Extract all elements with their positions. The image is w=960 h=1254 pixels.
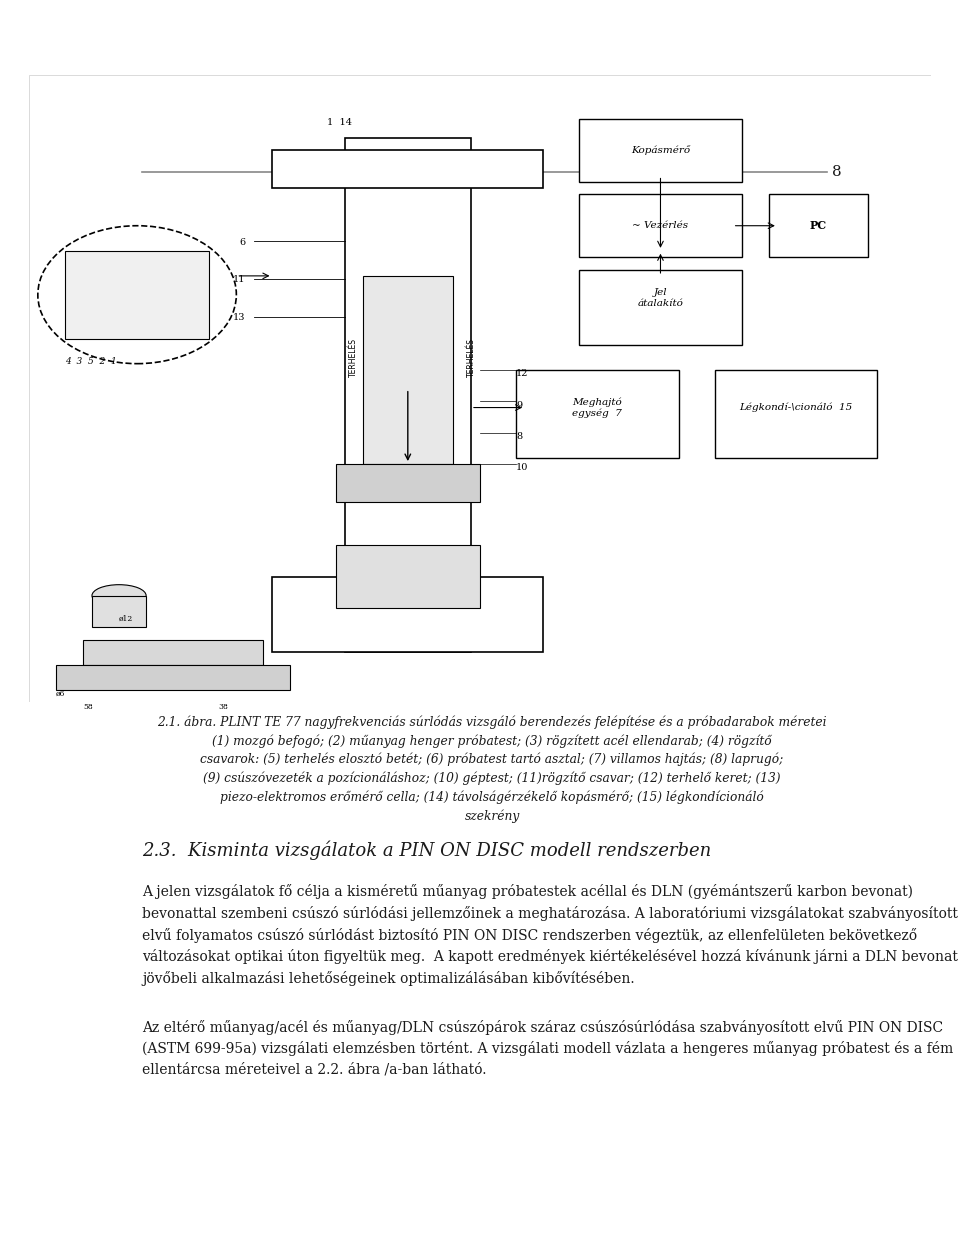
Bar	[83, 640, 263, 665]
Text: 2.1. ábra. PLINT TE 77 nagyfrekvenciás súrlódás vizsgáló berendezés felépítése é: 2.1. ábra. PLINT TE 77 nagyfrekvenciás s…	[157, 715, 827, 823]
Text: 2.3.  Kisminta vizsgálatok a PIN ON DISC modell rendszerben: 2.3. Kisminta vizsgálatok a PIN ON DISC …	[142, 841, 711, 860]
Text: ø6: ø6	[56, 690, 65, 698]
Text: 1  14: 1 14	[326, 118, 351, 128]
Bar	[92, 596, 146, 627]
Text: Kopásmérő: Kopásmérő	[631, 145, 690, 155]
Text: TERHELÉS: TERHELÉS	[349, 337, 358, 377]
Text: Jel
átalakító: Jel átalakító	[637, 288, 684, 307]
Text: 38: 38	[218, 702, 228, 711]
Bar	[273, 577, 543, 652]
Text: 8: 8	[832, 164, 842, 179]
Bar	[345, 138, 471, 652]
Bar	[336, 545, 480, 608]
Bar	[273, 150, 543, 188]
Text: 12: 12	[516, 369, 529, 379]
Text: 13: 13	[233, 312, 246, 322]
FancyBboxPatch shape	[714, 370, 877, 458]
Text: PC: PC	[810, 221, 827, 231]
Text: Az eltérő műanyag/acél és műanyag/DLN csúszópárok száraz csúszósúrlódása szabván: Az eltérő műanyag/acél és műanyag/DLN cs…	[142, 1020, 953, 1076]
FancyBboxPatch shape	[579, 119, 742, 182]
Text: 58: 58	[83, 702, 93, 711]
Text: 11: 11	[233, 275, 246, 285]
Bar	[363, 276, 453, 464]
Text: 10: 10	[516, 463, 528, 473]
Bar	[65, 251, 209, 339]
Text: Légkondí-\cionáló  15: Légkondí-\cionáló 15	[739, 403, 852, 413]
FancyBboxPatch shape	[579, 194, 742, 257]
Text: TERHELÉS: TERHELÉS	[467, 337, 475, 377]
Bar	[336, 464, 480, 502]
Text: 6: 6	[239, 237, 246, 247]
FancyBboxPatch shape	[516, 370, 679, 458]
FancyBboxPatch shape	[579, 270, 742, 345]
Text: ~ Vezérlés: ~ Vezérlés	[633, 221, 688, 231]
Text: 8: 8	[516, 431, 522, 441]
Text: 4  3  5  2  1: 4 3 5 2 1	[65, 356, 117, 366]
Bar	[56, 665, 291, 690]
Text: 9: 9	[516, 400, 522, 410]
FancyBboxPatch shape	[769, 194, 868, 257]
Text: ø12: ø12	[119, 614, 133, 623]
Ellipse shape	[92, 584, 146, 607]
Text: Meghajtó
egység  7: Meghajtó egység 7	[572, 398, 622, 418]
Text: A jelen vizsgálatok fő célja a kisméretű műanyag próbatestek acéllal és DLN (gyé: A jelen vizsgálatok fő célja a kisméretű…	[142, 884, 958, 986]
